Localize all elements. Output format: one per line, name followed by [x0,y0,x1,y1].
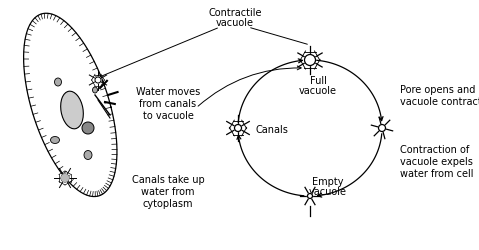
Circle shape [61,174,69,182]
Text: Contractile: Contractile [208,8,262,18]
Circle shape [378,124,386,132]
Ellipse shape [61,91,83,129]
Text: Canals: Canals [256,125,289,135]
Text: Contraction of: Contraction of [400,145,469,155]
Text: water from: water from [141,187,195,197]
Text: vacuole: vacuole [299,86,337,96]
Circle shape [61,174,68,182]
Ellipse shape [55,78,61,86]
Text: Water moves: Water moves [136,87,200,97]
Text: Empty: Empty [312,177,344,187]
Circle shape [95,77,101,83]
Text: from canals: from canals [139,99,196,109]
Circle shape [82,122,94,134]
Circle shape [235,124,241,132]
Circle shape [305,54,316,66]
Text: water from cell: water from cell [400,169,474,179]
Text: cytoplasm: cytoplasm [143,199,193,209]
Text: Pore opens and: Pore opens and [400,85,475,95]
Text: Full: Full [309,76,326,86]
Text: Canals take up: Canals take up [132,175,205,185]
Ellipse shape [50,136,59,143]
Text: vacuole: vacuole [216,18,254,28]
Text: vacuole contracts: vacuole contracts [400,97,479,107]
Ellipse shape [84,150,92,160]
Text: vacuole: vacuole [309,187,347,197]
Text: vacuole expels: vacuole expels [400,157,473,167]
Ellipse shape [92,87,98,93]
Circle shape [308,194,312,198]
Text: to vacuole: to vacuole [143,111,194,121]
